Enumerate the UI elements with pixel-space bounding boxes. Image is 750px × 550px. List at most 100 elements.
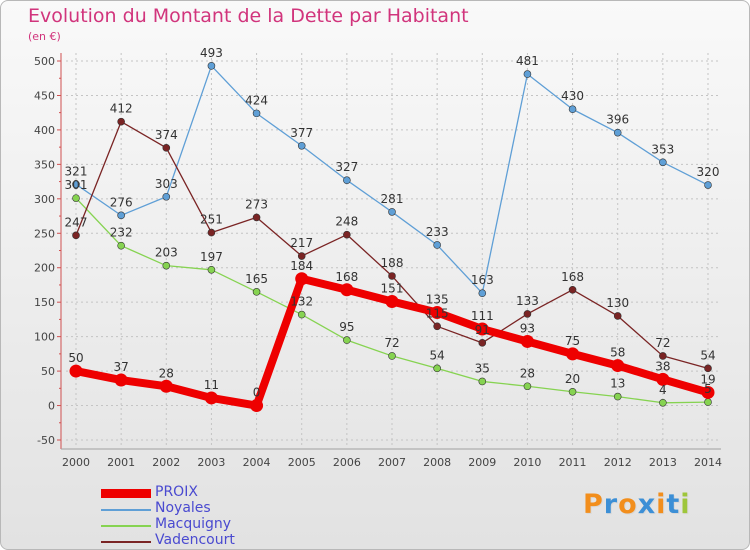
data-point-proix bbox=[114, 373, 128, 387]
data-point-noyales bbox=[568, 105, 577, 114]
y-tick-label: 500 bbox=[34, 55, 55, 68]
data-label-proix: 38 bbox=[655, 359, 670, 373]
x-tick-label: 2010 bbox=[513, 456, 541, 469]
data-point-macquigny bbox=[297, 310, 306, 319]
y-tick-label: 450 bbox=[34, 89, 55, 102]
data-label-noyales: 321 bbox=[65, 164, 88, 178]
data-label-vadencourt: 54 bbox=[700, 348, 715, 362]
data-label-noyales: 481 bbox=[516, 54, 539, 68]
data-label-proix: 151 bbox=[381, 281, 404, 295]
data-label-noyales: 424 bbox=[245, 93, 268, 107]
data-label-vadencourt: 273 bbox=[245, 197, 268, 211]
data-point-macquigny bbox=[117, 241, 125, 250]
data-label-proix: 37 bbox=[114, 360, 129, 374]
data-label-proix: 135 bbox=[426, 293, 449, 307]
data-label-noyales: 233 bbox=[426, 225, 449, 239]
data-point-noyales bbox=[388, 208, 396, 216]
data-point-macquigny bbox=[252, 288, 261, 296]
data-label-noyales: 276 bbox=[110, 195, 133, 209]
y-tick-label: 250 bbox=[34, 227, 55, 240]
legend-label: PROIX bbox=[155, 484, 198, 500]
data-label-vadencourt: 248 bbox=[335, 215, 358, 229]
legend-label: Noyales bbox=[155, 500, 211, 516]
data-label-proix: 75 bbox=[565, 334, 580, 348]
y-tick-label: 400 bbox=[34, 124, 55, 137]
data-label-proix: 93 bbox=[520, 321, 535, 335]
data-label-macquigny: 232 bbox=[110, 226, 133, 240]
data-label-macquigny: 72 bbox=[384, 336, 399, 350]
data-label-vadencourt: 251 bbox=[200, 213, 223, 227]
data-point-proix bbox=[611, 359, 625, 373]
data-point-vadencourt bbox=[659, 352, 667, 360]
data-point-vadencourt bbox=[613, 312, 622, 320]
data-label-macquigny: 165 bbox=[245, 272, 268, 286]
data-label-vadencourt: 247 bbox=[65, 215, 88, 229]
data-label-proix: 19 bbox=[700, 372, 715, 386]
data-point-macquigny bbox=[613, 392, 622, 401]
x-tick-label: 2006 bbox=[333, 456, 361, 469]
data-point-vadencourt bbox=[117, 117, 125, 126]
x-tick-label: 2012 bbox=[604, 456, 632, 469]
data-label-macquigny: 20 bbox=[565, 372, 580, 386]
data-label-proix: 168 bbox=[335, 270, 358, 284]
data-point-macquigny bbox=[162, 261, 171, 270]
data-label-proix: 184 bbox=[290, 259, 313, 273]
x-tick-label: 2011 bbox=[559, 456, 587, 469]
data-label-vadencourt: 188 bbox=[381, 256, 404, 270]
data-point-macquigny bbox=[523, 382, 532, 391]
x-tick-label: 2009 bbox=[468, 456, 496, 469]
data-point-proix bbox=[656, 372, 670, 386]
data-point-macquigny bbox=[433, 364, 441, 373]
data-label-proix: 0 bbox=[253, 386, 261, 400]
data-point-proix bbox=[475, 322, 489, 336]
legend-swatch bbox=[101, 509, 151, 511]
legend-swatch bbox=[101, 541, 151, 543]
legend-label: Macquigny bbox=[155, 516, 232, 532]
y-tick-label: 50 bbox=[41, 365, 55, 378]
data-label-noyales: 377 bbox=[290, 126, 313, 140]
data-point-noyales bbox=[72, 180, 80, 189]
data-label-vadencourt: 72 bbox=[655, 336, 670, 350]
data-point-macquigny bbox=[207, 265, 216, 274]
data-point-proix bbox=[159, 379, 173, 393]
x-tick-label: 2003 bbox=[197, 456, 225, 469]
data-point-macquigny bbox=[343, 336, 351, 344]
y-tick-label: 200 bbox=[34, 262, 55, 275]
y-tick-label: 350 bbox=[34, 158, 55, 171]
data-point-noyales bbox=[613, 128, 622, 137]
data-point-proix bbox=[430, 306, 444, 320]
data-label-macquigny: 35 bbox=[475, 361, 490, 375]
data-point-vadencourt bbox=[433, 322, 441, 331]
data-label-noyales: 327 bbox=[335, 160, 358, 174]
data-point-proix bbox=[204, 391, 218, 405]
data-point-vadencourt bbox=[523, 310, 532, 318]
data-point-noyales bbox=[478, 289, 487, 298]
data-label-macquigny: 132 bbox=[290, 295, 313, 309]
data-point-noyales bbox=[117, 211, 125, 220]
y-tick-label: 300 bbox=[34, 193, 55, 206]
data-point-proix bbox=[340, 283, 354, 297]
data-label-vadencourt: 412 bbox=[110, 102, 133, 116]
data-label-noyales: 430 bbox=[561, 89, 584, 103]
data-point-noyales bbox=[297, 141, 306, 150]
data-point-noyales bbox=[704, 181, 712, 189]
data-label-vadencourt: 133 bbox=[516, 294, 539, 308]
data-point-macquigny bbox=[388, 352, 396, 360]
x-tick-label: 2007 bbox=[378, 456, 406, 469]
data-label-noyales: 353 bbox=[651, 142, 674, 156]
data-point-proix bbox=[69, 364, 83, 378]
data-label-vadencourt: 217 bbox=[290, 236, 313, 250]
legend-swatch bbox=[101, 489, 151, 498]
proxiti-logo: Proxiti bbox=[583, 489, 691, 520]
data-point-vadencourt bbox=[704, 364, 712, 373]
data-label-proix: 111 bbox=[471, 309, 494, 323]
data-point-vadencourt bbox=[252, 213, 261, 222]
data-point-vadencourt bbox=[297, 252, 306, 260]
data-label-macquigny: 54 bbox=[430, 348, 445, 362]
data-point-noyales bbox=[523, 70, 532, 78]
data-label-macquigny: 13 bbox=[610, 377, 625, 391]
data-point-proix bbox=[250, 399, 264, 413]
data-label-noyales: 396 bbox=[606, 113, 629, 127]
